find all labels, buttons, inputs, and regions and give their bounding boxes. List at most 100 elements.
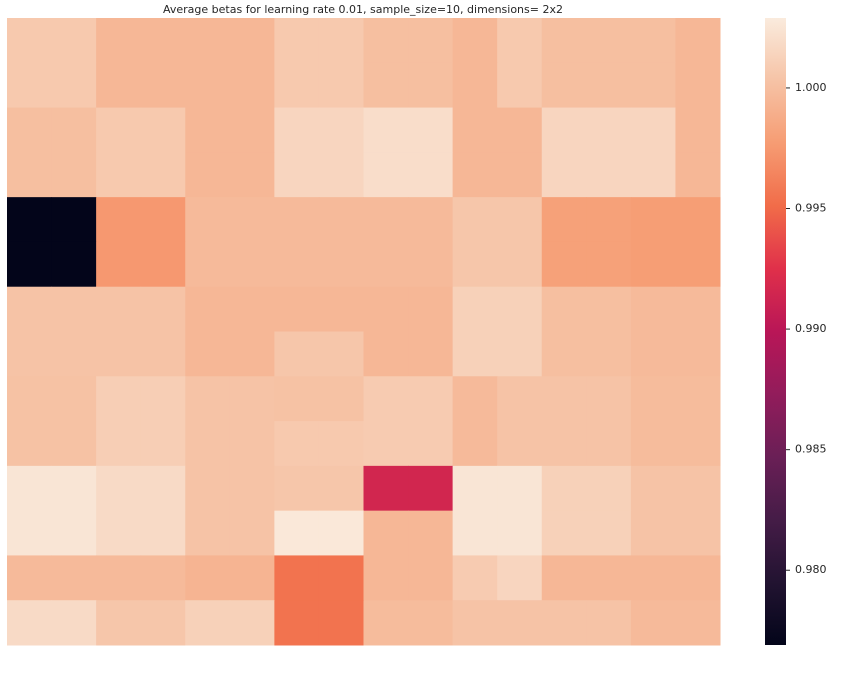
heatmap-cell [229, 197, 275, 243]
heatmap-cell [318, 152, 364, 198]
heatmap-cell [675, 600, 721, 646]
heatmap-cell [452, 62, 498, 109]
heatmap-cell [7, 555, 53, 601]
heatmap-cell [497, 555, 543, 601]
heatmap-cell [229, 331, 275, 377]
heatmap-cell [497, 465, 543, 512]
heatmap-cell [497, 376, 543, 422]
heatmap-cell [274, 286, 320, 332]
heatmap-cell [497, 600, 543, 646]
heatmap-cell [140, 286, 186, 332]
heatmap-cell [363, 197, 409, 243]
heatmap-cell [497, 107, 543, 153]
heatmap-cell [675, 331, 721, 377]
heatmap-cell [185, 241, 231, 288]
heatmap-cell [51, 331, 97, 377]
heatmap-cell [96, 331, 142, 377]
heatmap-cell [541, 376, 587, 422]
heatmap-cell [586, 107, 632, 153]
heatmap-cell [7, 62, 53, 109]
heatmap-cell [96, 241, 142, 288]
heatmap-cell [452, 152, 498, 198]
heatmap-cell [318, 241, 364, 288]
heatmap-cell [541, 465, 587, 512]
heatmap-cell [274, 331, 320, 377]
heatmap-cell [497, 241, 543, 288]
heatmap-cell [185, 376, 231, 422]
heatmap-cell [541, 331, 587, 377]
heatmap-cell [96, 107, 142, 153]
heatmap-cell [7, 465, 53, 512]
heatmap-cell [185, 107, 231, 153]
heatmap-cell [96, 510, 142, 556]
heatmap-cell [318, 555, 364, 601]
heatmap-cell [497, 331, 543, 377]
heatmap-cell [274, 465, 320, 512]
heatmap-cell [229, 18, 275, 64]
heatmap-cell [586, 241, 632, 288]
heatmap-cell [274, 62, 320, 109]
heatmap-cell [96, 152, 142, 198]
heatmap-cell [497, 62, 543, 109]
heatmap-cell [7, 18, 53, 64]
colorbar-tick-label: 1.000 [795, 81, 827, 94]
heatmap-cell [7, 286, 53, 332]
heatmap-cell [541, 421, 587, 467]
heatmap-cell [586, 331, 632, 377]
heatmap-cell [51, 376, 97, 422]
heatmap-cell [541, 600, 587, 646]
heatmap-cell [675, 107, 721, 153]
heatmap-cell [541, 152, 587, 198]
heatmap-cell [452, 555, 498, 601]
heatmap-cell [229, 510, 275, 556]
heatmap-cell [630, 465, 676, 512]
heatmap-cell [452, 286, 498, 332]
heatmap-cell [229, 421, 275, 467]
heatmap-cell [140, 241, 186, 288]
heatmap-cell [96, 465, 142, 512]
heatmap-cell [363, 331, 409, 377]
heatmap-cell [541, 18, 587, 64]
heatmap-cell [675, 510, 721, 556]
heatmap-cell [541, 555, 587, 601]
heatmap-cell [675, 376, 721, 422]
heatmap-cell [185, 600, 231, 646]
heatmap-cell [586, 555, 632, 601]
heatmap-cell [408, 555, 454, 601]
heatmap-cell [452, 421, 498, 467]
heatmap-cell [497, 18, 543, 64]
colorbar-tick-label: 0.990 [795, 322, 827, 335]
heatmap-cell [229, 107, 275, 153]
heatmap-cell [630, 197, 676, 243]
heatmap-cell [274, 197, 320, 243]
heatmap-cell [675, 286, 721, 332]
heatmap-cell [318, 510, 364, 556]
heatmap-cell [185, 331, 231, 377]
heatmap-cell [363, 152, 409, 198]
heatmap-cell [318, 286, 364, 332]
heatmap-cell [586, 197, 632, 243]
heatmap-cell [318, 197, 364, 243]
heatmap-cell [408, 376, 454, 422]
heatmap-cell [586, 286, 632, 332]
heatmap-cell [96, 555, 142, 601]
heatmap-cell [7, 421, 53, 467]
heatmap-cell [274, 600, 320, 646]
heatmap-cell [408, 241, 454, 288]
heatmap-cell [363, 107, 409, 153]
heatmap-cell [675, 555, 721, 601]
colorbar-tick-label: 0.985 [795, 443, 827, 456]
heatmap-cell [363, 555, 409, 601]
heatmap-cell [452, 331, 498, 377]
heatmap-cell [497, 197, 543, 243]
heatmap-cell [408, 286, 454, 332]
heatmap-cell [675, 197, 721, 243]
heatmap-cell [140, 18, 186, 64]
heatmap-cell [630, 241, 676, 288]
heatmap-cell [140, 510, 186, 556]
heatmap-cell [185, 286, 231, 332]
heatmap-cell [452, 465, 498, 512]
heatmap-cell [51, 107, 97, 153]
heatmap-cell [408, 62, 454, 109]
